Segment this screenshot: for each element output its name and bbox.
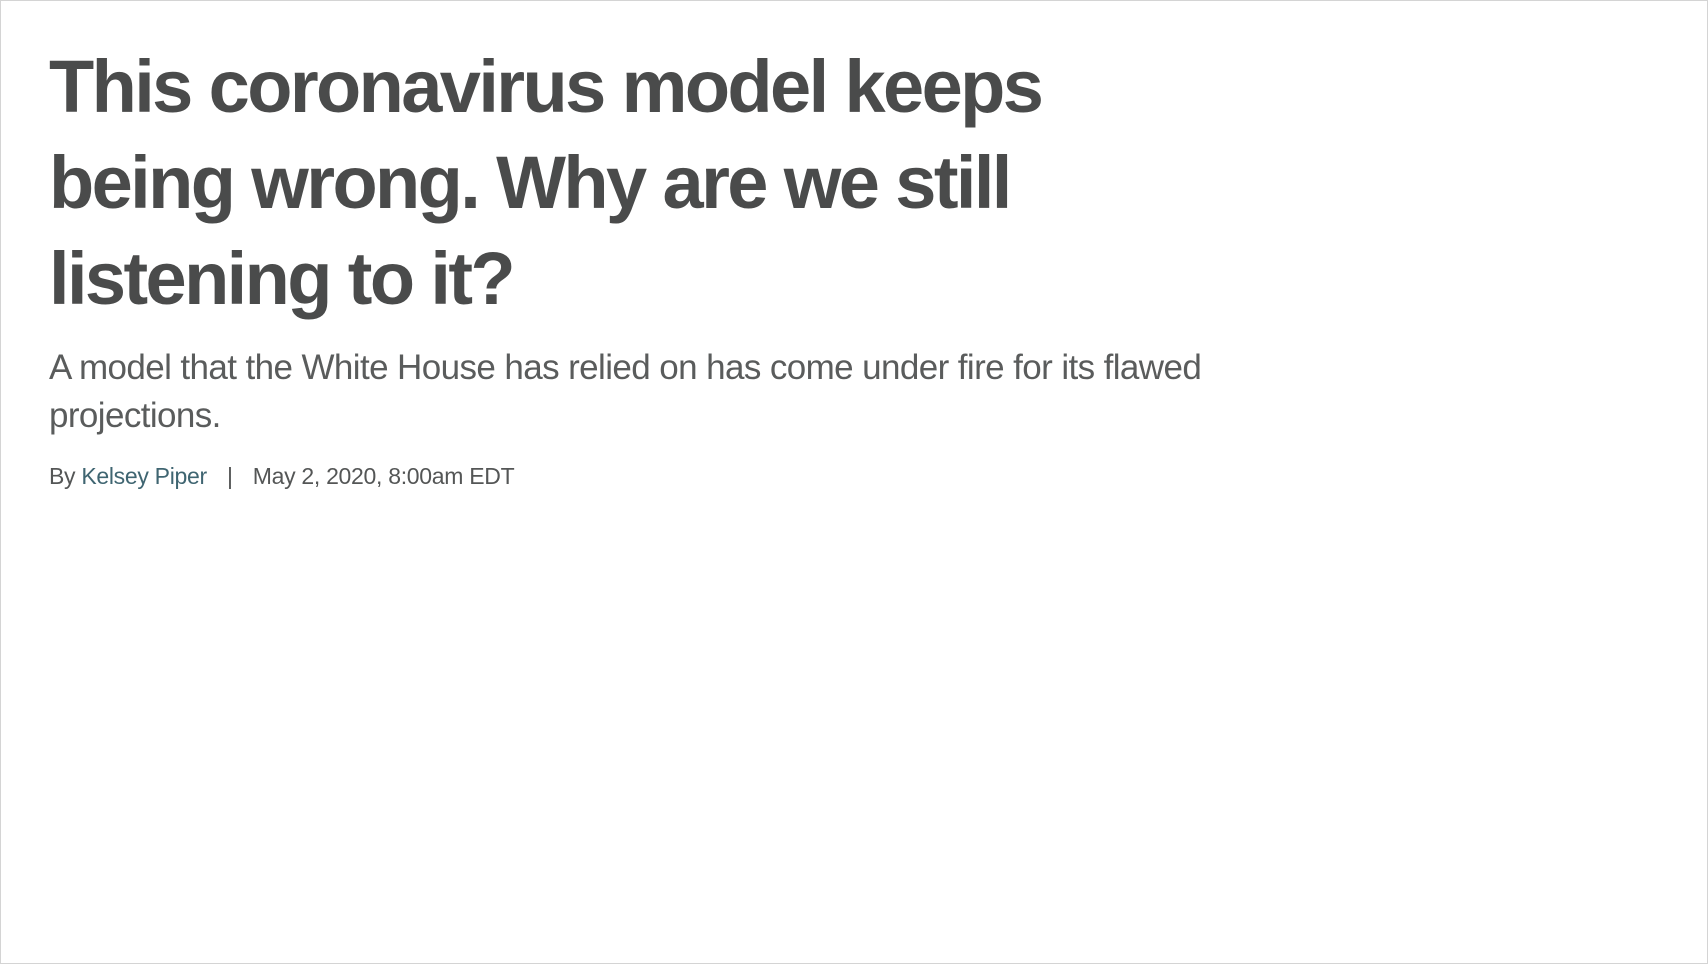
article-headline: This coronavirus model keeps being wrong…	[49, 45, 1044, 320]
byline-prefix: By	[49, 463, 82, 489]
author-link[interactable]: Kelsey Piper	[81, 463, 207, 489]
byline-separator: |	[226, 463, 233, 489]
byline: By Kelsey Piper | May 2, 2020, 8:00am ED…	[49, 461, 1299, 491]
article-dek: A model that the White House has relied …	[49, 348, 1202, 435]
article-header: This coronavirus model keeps being wrong…	[49, 39, 1299, 491]
publish-timestamp: May 2, 2020, 8:00am EDT	[252, 463, 515, 489]
